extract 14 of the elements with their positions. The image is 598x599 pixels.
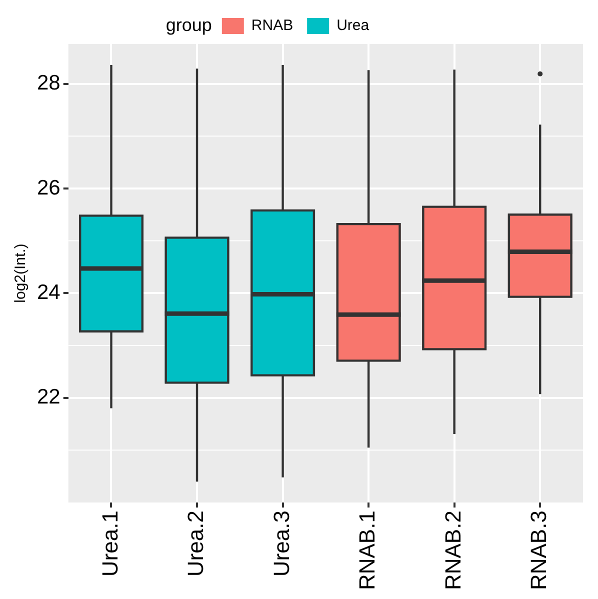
legend-label: Urea [336, 17, 370, 34]
y-tick-label: 24 [37, 280, 61, 304]
y-axis-title: log2(Int.) [12, 244, 30, 303]
y-tick-label: 26 [37, 176, 60, 200]
x-tick-label: RNAB.2 [440, 510, 466, 590]
x-tick-label: RNAB.1 [354, 510, 380, 590]
x-tick-label: RNAB.3 [526, 510, 552, 590]
x-tick-label: Urea.1 [97, 510, 122, 577]
legend-label: RNAB [251, 17, 294, 34]
x-tick-label: Urea.2 [183, 510, 208, 577]
y-tick-label: 28 [37, 72, 60, 95]
x-tick-label: Urea.3 [268, 510, 294, 577]
y-tick-label: 22 [37, 386, 60, 409]
legend-title: group [166, 14, 212, 35]
